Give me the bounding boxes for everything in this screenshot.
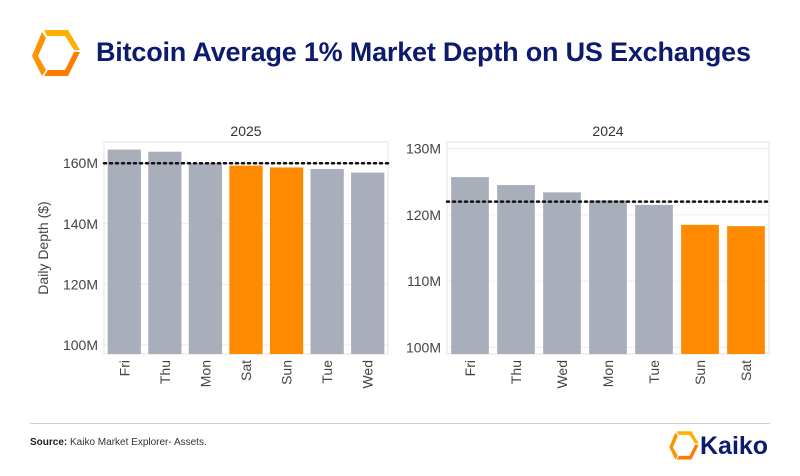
- bar-tue: [635, 204, 673, 354]
- bar-sat: [229, 165, 263, 354]
- y-tick-label: 120M: [63, 276, 98, 292]
- x-tick-label: Fri: [462, 360, 478, 376]
- y-tick-label: 140M: [63, 216, 98, 232]
- y-tick-label: 100M: [63, 337, 98, 353]
- x-tick-label: Sat: [738, 360, 754, 381]
- y-tick-label: 120M: [406, 207, 441, 223]
- source-text: Kaiko Market Explorer- Assets.: [70, 437, 207, 448]
- chart-title: 2024: [592, 123, 623, 139]
- brand-wordmark: Kaiko: [700, 432, 769, 460]
- bar-sat: [727, 226, 765, 354]
- y-tick-label: 110M: [407, 273, 441, 289]
- bar-fri: [451, 177, 489, 354]
- x-tick-label: Wed: [360, 360, 376, 389]
- source-label: Source:: [30, 437, 68, 448]
- y-tick-label: 100M: [406, 339, 441, 355]
- x-tick-label: Mon: [197, 360, 213, 387]
- bar-fri: [107, 149, 141, 354]
- x-tick-label: Wed: [554, 360, 570, 389]
- header: Bitcoin Average 1% Market Depth on US Ex…: [0, 0, 800, 100]
- bar-mon: [589, 200, 627, 354]
- bar-mon: [188, 163, 223, 354]
- bar-wed: [351, 172, 385, 354]
- page-title: Bitcoin Average 1% Market Depth on US Ex…: [96, 37, 751, 67]
- bar-sun: [681, 224, 719, 354]
- x-tick-label: Mon: [600, 360, 616, 387]
- x-tick-label: Tue: [319, 360, 335, 384]
- bar-thu: [148, 151, 182, 354]
- y-tick-label: 130M: [406, 141, 441, 157]
- bar-tue: [310, 168, 344, 354]
- source-note: Source: Kaiko Market Explorer- Assets.: [30, 437, 207, 448]
- bar-wed: [543, 192, 581, 354]
- y-axis-label: Daily Depth ($): [35, 201, 51, 294]
- x-tick-label: Sun: [279, 360, 295, 385]
- chart-2025: 2025 100M 120M 140M 160M Daily Depth ($) Fri Th…: [35, 123, 390, 389]
- x-tick-label: Sat: [238, 360, 254, 381]
- footer-divider: [30, 423, 770, 424]
- charts-area: 2025 100M 120M 140M 160M Daily Depth ($) Fri Th…: [35, 123, 771, 389]
- bar-sun: [269, 167, 304, 354]
- bar-thu: [497, 185, 535, 354]
- kaiko-logo-icon: [32, 30, 80, 76]
- x-tick-label: Fri: [116, 360, 132, 376]
- kaiko-brand-icon: [669, 431, 699, 460]
- chart-title: 2025: [230, 123, 261, 139]
- x-tick-label: Sun: [692, 360, 708, 385]
- x-tick-label: Thu: [157, 360, 173, 384]
- chart-2024: 2024 100M 110M 120M 130M Fri Thu Wed Mon Tue Sun Sa…: [406, 123, 771, 389]
- x-tick-label: Tue: [646, 360, 662, 384]
- y-tick-label: 160M: [63, 155, 98, 171]
- x-tick-label: Thu: [508, 360, 524, 384]
